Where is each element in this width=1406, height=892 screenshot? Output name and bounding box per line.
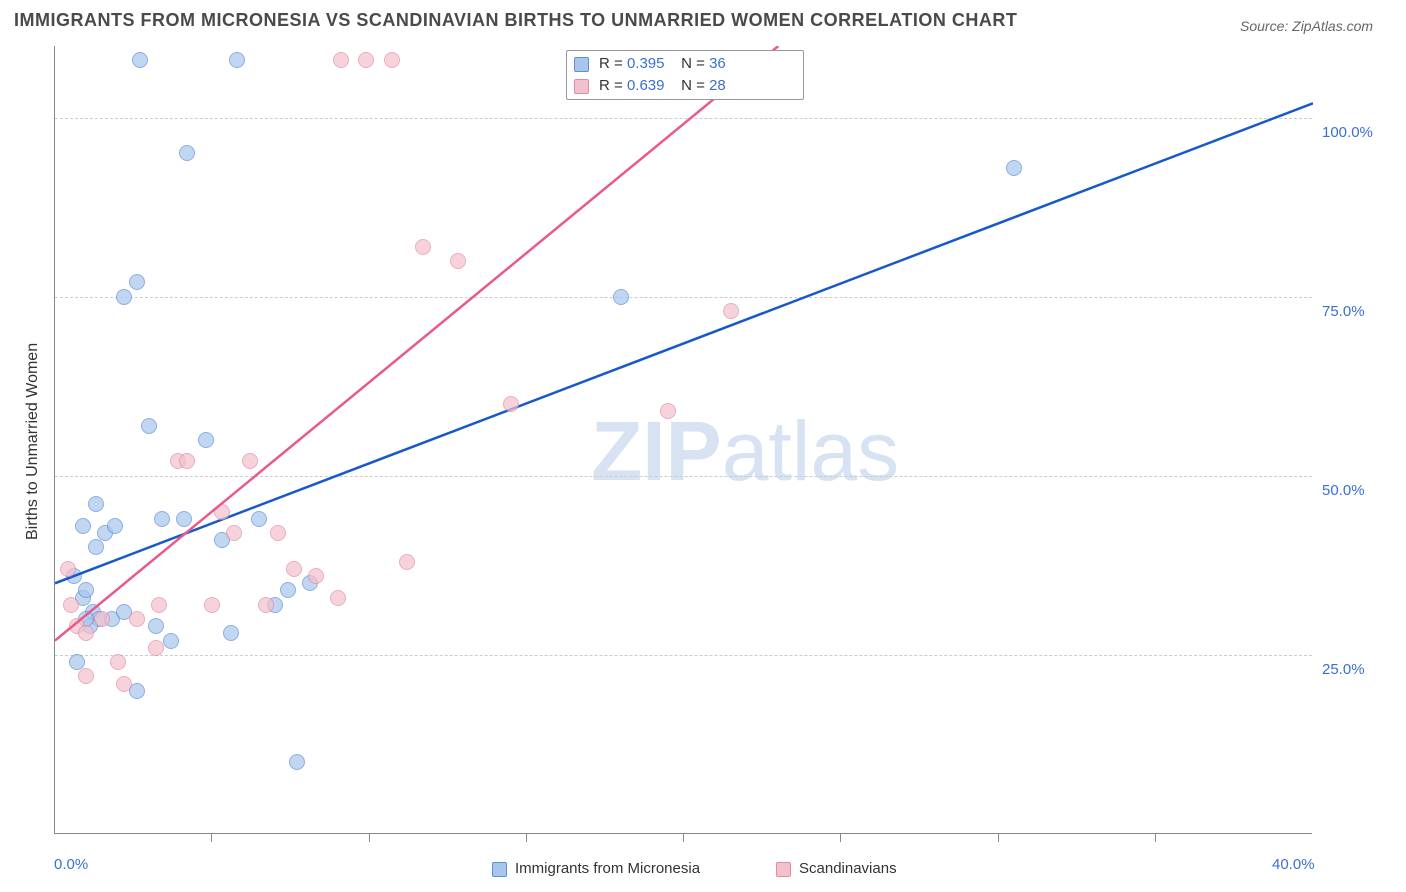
regression-line-scandinavians: [55, 46, 1313, 834]
x-minor-tick: [1155, 834, 1156, 842]
legend-n-label: N =: [681, 55, 709, 72]
plot-area: ZIPatlas: [54, 46, 1312, 834]
legend-r-value: 0.395: [627, 55, 665, 72]
legend-swatch-micronesia: [574, 57, 589, 72]
x-minor-tick: [211, 834, 212, 842]
legend-n-label: N =: [681, 77, 709, 94]
legend-n-value: 28: [709, 77, 726, 94]
legend-swatch-scandinavians: [776, 862, 791, 877]
y-tick-label: 25.0%: [1322, 661, 1365, 678]
chart-title: IMMIGRANTS FROM MICRONESIA VS SCANDINAVI…: [14, 10, 1017, 31]
x-minor-tick: [526, 834, 527, 842]
legend-n-value: 36: [709, 55, 726, 72]
legend-r-label: R =: [599, 77, 627, 94]
x-minor-tick: [998, 834, 999, 842]
y-tick-label: 50.0%: [1322, 482, 1365, 499]
chart-root: IMMIGRANTS FROM MICRONESIA VS SCANDINAVI…: [0, 0, 1406, 892]
series-legend-micronesia: Immigrants from Micronesia: [492, 860, 700, 877]
y-tick-label: 75.0%: [1322, 303, 1365, 320]
legend-r-value: 0.639: [627, 77, 665, 94]
correlation-legend-row-scandinavians: R = 0.639 N = 28: [574, 77, 726, 94]
legend-label: Scandinavians: [799, 860, 897, 877]
series-legend-scandinavians: Scandinavians: [776, 860, 897, 877]
legend-swatch-scandinavians: [574, 79, 589, 94]
x-minor-tick: [840, 834, 841, 842]
legend-r-label: R =: [599, 55, 627, 72]
source-attribution: Source: ZipAtlas.com: [1240, 18, 1373, 34]
legend-swatch-micronesia: [492, 862, 507, 877]
y-tick-label: 100.0%: [1322, 124, 1373, 141]
correlation-legend-row-micronesia: R = 0.395 N = 36: [574, 55, 726, 72]
x-tick-label: 40.0%: [1272, 856, 1315, 873]
x-minor-tick: [369, 834, 370, 842]
legend-label: Immigrants from Micronesia: [515, 860, 700, 877]
x-tick-label: 0.0%: [54, 856, 88, 873]
y-axis-label: Births to Unmarried Women: [24, 343, 42, 540]
x-minor-tick: [683, 834, 684, 842]
